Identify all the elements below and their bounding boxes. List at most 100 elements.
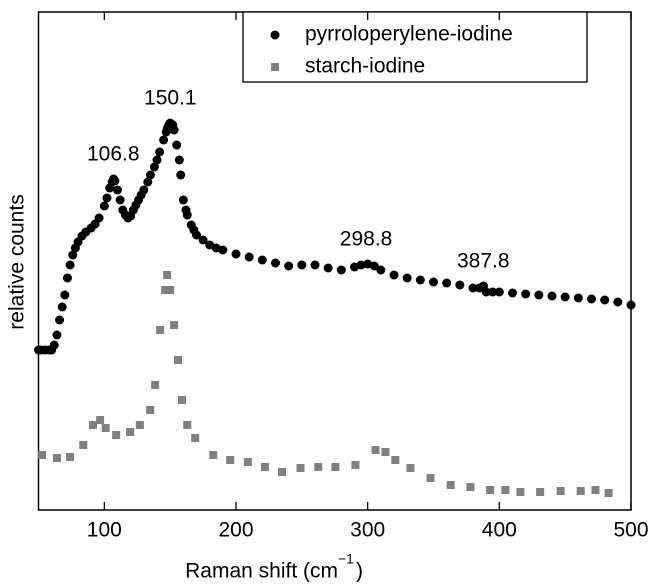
data-point	[310, 260, 320, 270]
data-point	[166, 286, 175, 294]
data-point	[57, 302, 67, 312]
legend-label: starch-iodine	[305, 55, 425, 78]
data-point	[488, 287, 498, 297]
data-point	[183, 421, 192, 429]
data-point	[426, 474, 435, 482]
data-point	[226, 456, 235, 464]
data-point	[556, 487, 565, 495]
data-point	[149, 162, 159, 172]
data-point	[244, 252, 254, 262]
data-point	[415, 275, 425, 285]
data-point	[60, 290, 70, 300]
data-point	[112, 431, 121, 439]
data-point	[376, 265, 386, 275]
data-point	[381, 448, 390, 456]
data-point	[284, 261, 294, 271]
data-point	[96, 416, 105, 424]
data-point	[145, 170, 155, 180]
data-point	[146, 406, 155, 414]
data-point	[389, 270, 399, 280]
data-point	[351, 461, 360, 469]
data-point	[110, 176, 120, 186]
x-tick-label: 400	[482, 519, 517, 542]
legend-label: pyrroloperylene-iodine	[305, 23, 513, 46]
data-point	[65, 260, 75, 270]
data-point	[139, 185, 149, 195]
data-point	[573, 293, 583, 303]
data-point	[68, 250, 78, 260]
data-point	[170, 321, 179, 329]
data-point	[151, 381, 160, 389]
x-tick-label: 100	[87, 519, 122, 542]
x-axis-label-end: )	[356, 560, 363, 583]
data-point	[159, 135, 169, 145]
data-point	[516, 488, 525, 496]
data-point	[156, 326, 165, 334]
data-point	[521, 289, 531, 299]
legend-marker	[270, 30, 280, 40]
data-point	[587, 294, 596, 304]
y-axis-label: relative counts	[6, 194, 29, 329]
data-point	[152, 155, 162, 165]
peak-label: 106.8	[87, 143, 140, 166]
data-point	[429, 277, 438, 287]
data-point	[278, 468, 287, 476]
data-point	[52, 330, 62, 340]
data-point	[94, 213, 104, 223]
data-point	[369, 261, 379, 271]
data-point	[494, 287, 504, 297]
data-point	[191, 434, 200, 442]
data-point	[55, 315, 65, 325]
data-point	[163, 271, 172, 279]
x-tick-label: 200	[218, 519, 253, 542]
data-point	[49, 340, 59, 350]
data-point	[331, 463, 340, 471]
data-point	[455, 280, 465, 290]
data-point	[101, 424, 110, 432]
data-point	[198, 235, 208, 245]
data-point	[402, 273, 412, 283]
data-point	[38, 451, 47, 459]
data-point	[626, 300, 636, 310]
data-point	[143, 177, 153, 187]
x-tick-label: 500	[613, 519, 648, 542]
data-point	[178, 396, 187, 404]
data-point	[296, 464, 305, 472]
data-point	[172, 140, 182, 150]
data-point	[501, 486, 510, 494]
data-point	[486, 486, 495, 494]
peak-label: 298.8	[340, 228, 393, 251]
data-point	[576, 487, 585, 495]
legend-marker	[271, 63, 279, 71]
legend-box	[242, 11, 588, 83]
data-point	[178, 195, 188, 205]
data-point	[99, 201, 109, 211]
data-point	[323, 263, 333, 273]
data-point	[297, 260, 307, 270]
data-point	[113, 185, 122, 195]
data-point	[174, 356, 183, 364]
data-point	[155, 147, 165, 157]
data-point	[126, 428, 135, 436]
x-tick-label: 300	[350, 519, 385, 542]
data-point	[468, 283, 478, 293]
data-point	[534, 290, 544, 300]
peak-label: 150.1	[144, 87, 197, 110]
data-point	[600, 295, 610, 305]
data-point	[66, 453, 75, 461]
data-point	[218, 245, 228, 255]
data-point	[336, 265, 346, 275]
data-point	[115, 195, 125, 205]
data-point	[62, 273, 72, 283]
x-axis-label: Raman shift (cm	[185, 560, 338, 583]
data-point	[536, 488, 545, 496]
data-point	[356, 260, 366, 270]
data-point	[613, 297, 623, 307]
data-point	[102, 193, 112, 203]
data-point	[89, 421, 98, 429]
data-point	[508, 288, 517, 298]
data-point	[182, 210, 192, 220]
data-point	[446, 481, 455, 489]
data-point	[591, 486, 600, 494]
data-point	[243, 458, 252, 466]
